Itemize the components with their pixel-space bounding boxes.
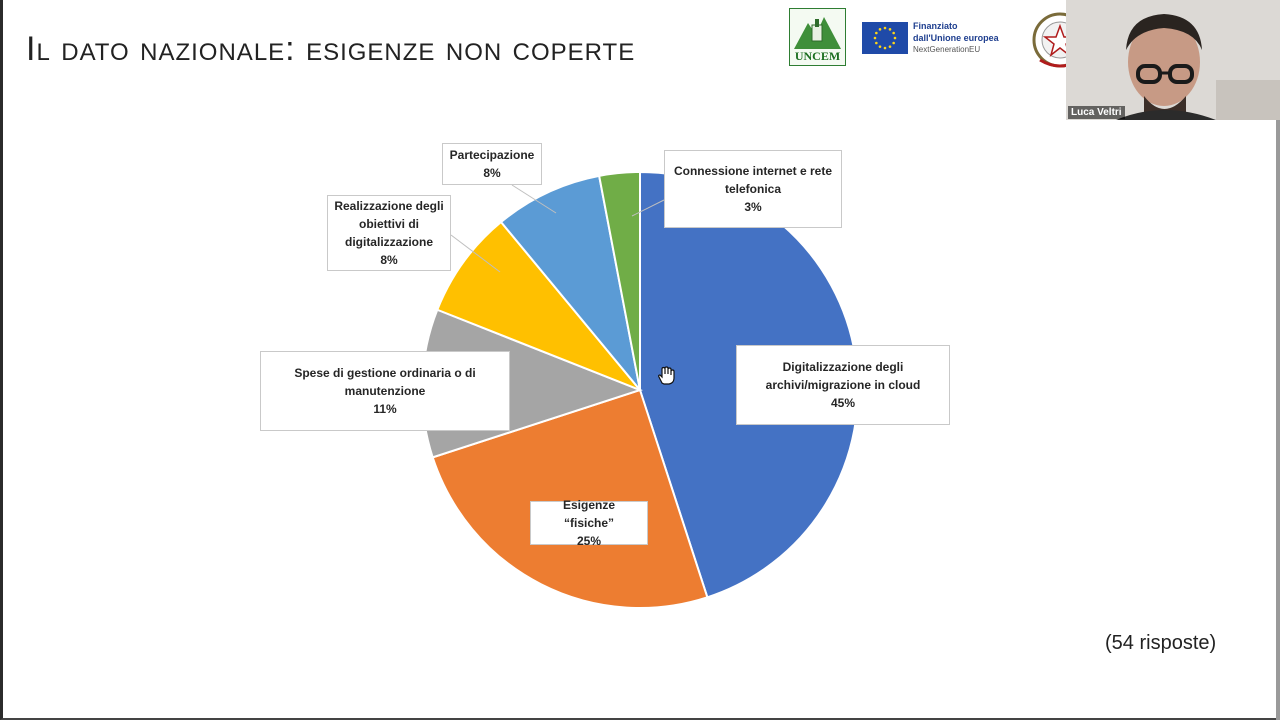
uncem-logo-text: UNCEM	[794, 49, 841, 63]
hand-cursor-icon	[658, 366, 675, 385]
eu-star-icon	[875, 31, 878, 35]
participant-video-tile[interactable]	[1066, 0, 1280, 120]
pie-slice-2	[431, 388, 709, 609]
eu-funding-text: Finanziato dall'Unione europea NextGener…	[913, 20, 999, 56]
slide-title: Il dato nazionale: esigenze non coperte	[26, 30, 636, 68]
video-panel-edge	[1276, 120, 1280, 720]
eu-star-icon	[893, 36, 897, 40]
pie-slice-6	[597, 170, 641, 391]
data-label-name: Digitalizzazione degli archivi/migrazion…	[765, 360, 921, 392]
participant-video-feed	[1066, 0, 1280, 120]
data-label-name: Realizzazione degli obiettivi di digital…	[334, 199, 444, 249]
label-leader-line-4	[450, 234, 501, 273]
eu-line-1: Finanziato	[913, 21, 958, 31]
data-label-name: Esigenze “fisiche”	[562, 498, 616, 530]
eu-star-icon	[883, 26, 887, 30]
data-label-6: Connessione internet e rete telefonica 3%	[664, 150, 842, 228]
uncem-mountain-icon	[794, 17, 841, 49]
data-label-1: Digitalizzazione degli archivi/migrazion…	[736, 345, 950, 425]
data-label-percent: 45%	[830, 396, 856, 410]
data-label-5: Partecipazione 8%	[442, 143, 542, 185]
data-label-percent: 8%	[483, 166, 501, 180]
uncem-logo: UNCEM	[789, 8, 846, 66]
data-label-2: Esigenze “fisiche” 25%	[530, 498, 648, 548]
label-leader-line-5	[511, 184, 557, 214]
eu-star-icon	[892, 41, 895, 45]
eu-star-icon	[892, 31, 895, 35]
eu-star-icon	[873, 36, 877, 40]
data-label-percent: 8%	[380, 253, 398, 267]
data-label-percent: 25%	[576, 534, 602, 548]
eu-flag-icon	[862, 22, 908, 54]
data-label-name: Connessione internet e rete telefonica	[673, 164, 833, 196]
data-label-percent: 3%	[744, 200, 762, 214]
eu-star-icon	[888, 45, 892, 48]
pie-slice-4	[436, 220, 641, 391]
responses-note: (54 risposte)	[1105, 632, 1217, 654]
italian-emblem-icon	[1032, 12, 1068, 68]
participant-name-label: Luca Veltri	[1068, 106, 1125, 119]
data-label-4: Realizzazione degli obiettivi di digital…	[327, 195, 451, 271]
pie-slice-5	[499, 174, 641, 391]
eu-star-icon	[888, 28, 892, 31]
data-label-name: Partecipazione	[449, 148, 535, 162]
eu-star-icon	[883, 46, 887, 50]
data-label-percent: 11%	[373, 402, 397, 416]
eu-star-icon	[878, 28, 882, 31]
data-label-name: Spese di gestione ordinaria o di manuten…	[294, 366, 476, 398]
data-label-3: Spese di gestione ordinaria o di manuten…	[260, 351, 510, 431]
eu-line-3: NextGenerationEU	[913, 45, 981, 54]
eu-line-2: dall'Unione europea	[913, 33, 999, 43]
label-leader-line-6	[631, 199, 665, 217]
eu-star-icon	[878, 45, 882, 48]
eu-star-icon	[875, 41, 878, 45]
